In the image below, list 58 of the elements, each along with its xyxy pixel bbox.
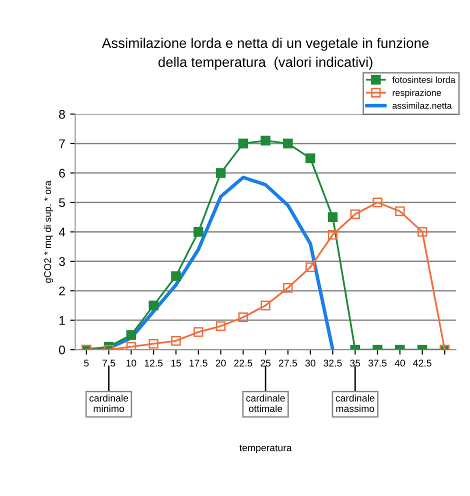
point (171, 336, 181, 346)
x-tick-label: 42.5 (413, 360, 432, 367)
x-tick-label: 32.5 (324, 360, 342, 367)
y-tick-label: 7 (59, 139, 65, 148)
point (148, 300, 158, 310)
point (148, 338, 158, 349)
point (194, 227, 204, 237)
point (328, 230, 338, 240)
x-tick-label: 17.5 (190, 360, 208, 367)
annotation: cardinale ottimale (246, 394, 285, 412)
y-tick-label: 8 (59, 110, 65, 119)
point (260, 300, 270, 310)
point (372, 198, 382, 208)
y-tick-label: 1 (59, 316, 65, 325)
x-tick-label: 30 (305, 360, 316, 367)
x-tick-label: 12.5 (144, 360, 163, 367)
y-tick-label: 5 (59, 198, 65, 208)
x-tick-label: 15 (171, 360, 181, 367)
point (305, 153, 316, 164)
point (171, 271, 181, 281)
point (238, 138, 248, 148)
legend-label: respirazione (392, 89, 441, 98)
x-tick-label: 37.5 (368, 360, 387, 367)
x-tick-label: 20 (216, 360, 226, 367)
y-tick-label: 0 (59, 345, 65, 354)
point (126, 342, 136, 350)
y-tick-label: 4 (58, 228, 66, 236)
point (350, 209, 360, 220)
y-tick-label: 6 (59, 168, 65, 178)
y-axis-title: gCO2 * mq di sup. * ora (44, 180, 53, 283)
point (395, 206, 405, 216)
text: temperatura (239, 444, 292, 454)
x-tick-label: 10 (126, 360, 136, 367)
point (216, 321, 226, 331)
point (283, 282, 293, 293)
chart-title: Assimilazione lorda e netta di un vegetale in funzione della temperatura (valori indicativi) (102, 38, 429, 70)
y-tick-label: 2 (59, 286, 65, 296)
point (283, 138, 293, 148)
x-tick-label: 27.5 (278, 360, 297, 367)
point (194, 327, 204, 337)
point (305, 262, 316, 272)
x-tick-label: 5 (84, 360, 89, 367)
x-tick-label: 35 (350, 360, 360, 367)
x-tick-label: 7.5 (102, 360, 116, 367)
legend-label: fotosintesi lorda (392, 76, 456, 84)
point (216, 168, 226, 178)
y-tick-label: 3 (59, 257, 65, 266)
x-tick-label: 25 (260, 360, 271, 367)
x-tick-label: 40 (394, 360, 405, 367)
annotation: cardinale minimo (89, 394, 128, 412)
point (238, 312, 248, 322)
point (260, 136, 270, 146)
point (126, 330, 136, 340)
legend-label: assimilaz.netta (392, 102, 452, 109)
x-tick-label: 22.5 (234, 360, 252, 367)
point (328, 212, 338, 222)
point (417, 227, 428, 237)
annotation: cardinale massimo (336, 394, 374, 412)
